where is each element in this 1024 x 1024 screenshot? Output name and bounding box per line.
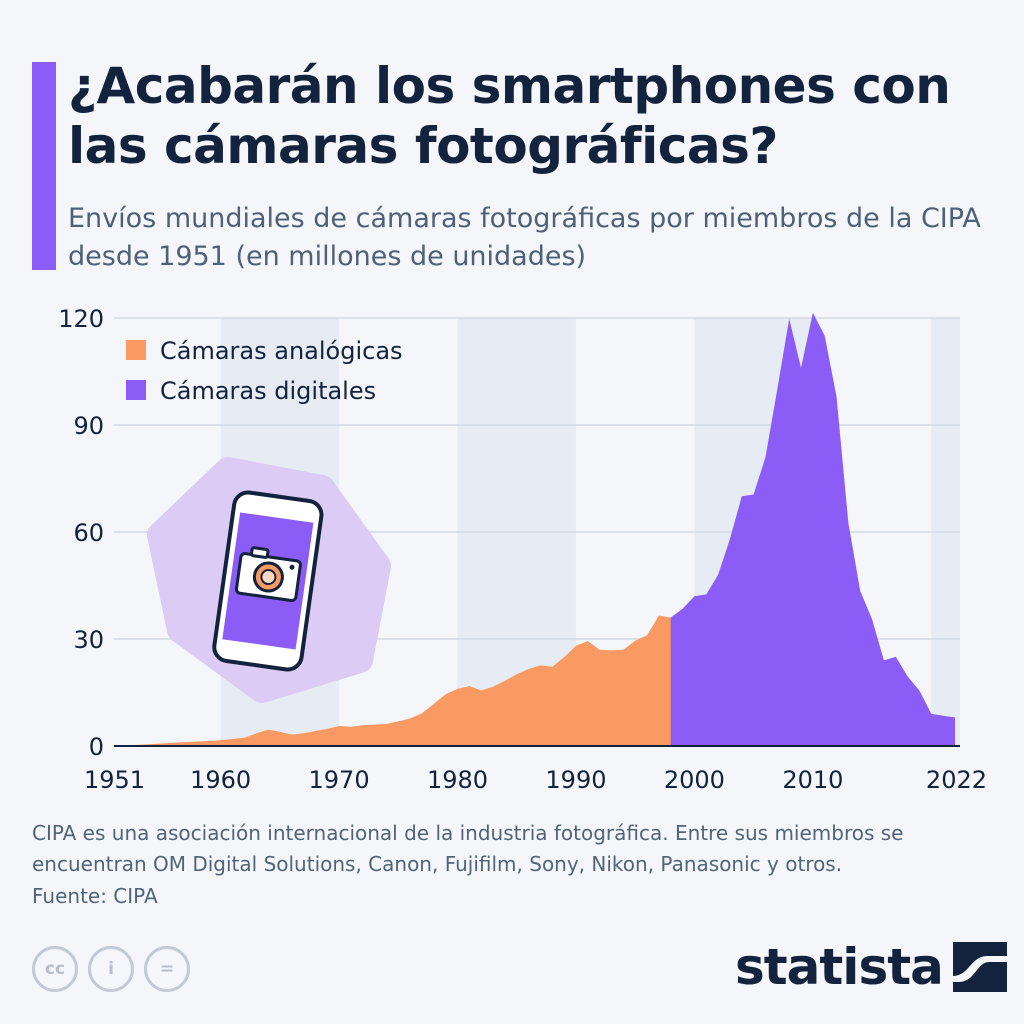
chart-subtitle: Envíos mundiales de cámaras fotográficas… bbox=[68, 203, 981, 272]
legend-label: Cámaras digitales bbox=[160, 377, 376, 405]
attribution-icon[interactable]: i bbox=[88, 946, 134, 992]
legend-swatch bbox=[126, 340, 146, 360]
legend-label: Cámaras analógicas bbox=[160, 337, 403, 365]
x-tick-label: 1960 bbox=[190, 766, 251, 794]
y-tick-label: 30 bbox=[73, 626, 104, 654]
brand-name: statista bbox=[735, 938, 944, 996]
y-tick-label: 0 bbox=[89, 733, 104, 761]
smartphone-camera-icon bbox=[147, 457, 391, 703]
legend: Cámaras analógicas Cámaras digitales bbox=[126, 337, 403, 405]
cc-icon[interactable]: cc bbox=[32, 946, 78, 992]
series-areas bbox=[114, 312, 955, 746]
y-tick-labels: 0 30 60 90 120 bbox=[58, 305, 104, 761]
no-derivatives-icon[interactable]: = bbox=[144, 946, 190, 992]
legend-swatch bbox=[126, 380, 146, 400]
x-tick-labels: 1951 1960 1970 1980 1990 2000 2010 2022 bbox=[84, 766, 987, 794]
x-tick-label: 2010 bbox=[782, 766, 843, 794]
digital-area bbox=[670, 312, 955, 746]
x-tick-label: 1980 bbox=[427, 766, 488, 794]
source-note: Fuente: CIPA bbox=[32, 884, 158, 908]
x-tick-label: 2022 bbox=[926, 766, 987, 794]
x-tick-label: 1951 bbox=[84, 766, 145, 794]
y-tick-label: 120 bbox=[58, 305, 104, 333]
chart-title: ¿Acabarán los smartphones con las cámara… bbox=[68, 57, 951, 175]
license-icons: cc i = bbox=[32, 946, 190, 992]
x-tick-label: 1970 bbox=[309, 766, 370, 794]
x-tick-label: 2000 bbox=[664, 766, 725, 794]
y-tick-label: 90 bbox=[73, 412, 104, 440]
analog-area bbox=[114, 615, 790, 746]
y-tick-label: 60 bbox=[73, 519, 104, 547]
statista-mark-icon bbox=[952, 942, 1007, 992]
x-tick-label: 1990 bbox=[545, 766, 606, 794]
statista-logo[interactable]: statista bbox=[735, 938, 1007, 996]
accent-bar bbox=[32, 62, 56, 270]
footnote: CIPA es una asociación internacional de … bbox=[32, 821, 904, 876]
area-chart: 0 30 60 90 120 1951 1960 1970 1980 1990 2000 2010 2… bbox=[58, 305, 987, 794]
